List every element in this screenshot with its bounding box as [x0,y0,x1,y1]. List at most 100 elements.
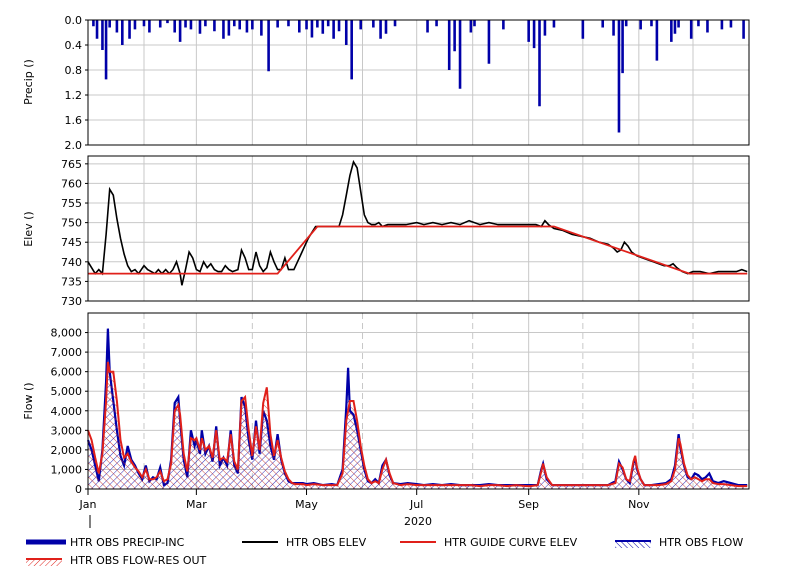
precip-bar [742,20,745,39]
precip-bar [344,20,348,45]
precip-bar [178,20,182,42]
elev-y-axis-title: Elev () [22,211,35,246]
legend-label: HTR GUIDE CURVE ELEV [444,536,578,549]
precip-bar [538,20,541,107]
precip-bar [617,20,621,133]
precip-bar [601,20,605,28]
elev-line-htr-obs-elev [87,159,748,286]
elev-tick-label: 730 [61,295,82,308]
precip-bar [245,20,249,33]
elev-tick-label: 735 [61,275,82,288]
precip-bar [639,20,642,30]
precip-bar [321,20,325,34]
precip-bar [133,20,137,30]
precip-bar [213,20,216,32]
elev-panel: 730 735 740 745 750 755 760 765 Elev () [22,155,750,308]
precip-bar [337,20,341,32]
flow-tick-label: 8,000 [51,327,83,340]
elev-tick-label: 765 [61,158,82,171]
precip-tick-label: 1.6 [65,114,83,127]
precip-bar [158,20,162,28]
elev-tick-label: 740 [61,256,82,269]
elev-tick-label: 750 [61,217,82,230]
precip-bar [142,20,146,27]
flow-frame [87,312,750,490]
precip-bar [621,20,624,74]
elev-vertical-grid [143,156,694,301]
precip-bar [227,20,231,36]
precip-bar [204,20,207,27]
precip-bar [332,20,335,39]
elev-series [87,159,748,286]
elev-frame [87,155,750,302]
precip-bar [677,20,680,28]
precip-bar [706,20,709,33]
precip-bars [92,20,745,133]
x-axis-tick-label: Nov [628,498,650,511]
precip-bar [189,20,193,30]
flow-tick-label: 6,000 [51,366,83,379]
precip-bar [689,20,693,39]
precip-bar [316,20,319,28]
precip-bar [232,20,236,27]
precip-bar [487,20,491,64]
precip-tick-label: 0.8 [65,64,83,77]
elev-tick-label: 745 [61,236,82,249]
legend-item: HTR OBS PRECIP-INC [26,536,185,549]
precip-bar [372,20,375,28]
precip-bar [469,20,473,33]
flow-tick-label: 1,000 [51,463,83,476]
precip-bar [104,20,108,80]
legend-item: HTR OBS FLOW-RES OUT [26,554,207,567]
flow-tick-label: 4,000 [51,405,83,418]
flow-y-axis-title: Flow () [22,382,35,419]
precip-bar [729,20,733,28]
precip-bar [166,20,169,24]
precip-frame [87,19,750,146]
legend-swatch [26,560,62,566]
precip-bar [92,20,95,27]
flow-tick-label: 2,000 [51,444,83,457]
precip-bar [101,20,104,50]
precip-bar [527,20,530,42]
precip-bar [543,20,547,36]
precip-bar [720,20,724,30]
precip-bar [473,20,476,27]
precip-bar [222,20,225,39]
elev-y-ticks: 730 735 740 745 750 755 760 765 [61,158,88,308]
precip-bar [655,20,659,61]
precip-bar [173,20,176,33]
precip-panel: 0.0 0.4 0.8 1.2 1.6 2.0 Precip () [22,14,750,152]
precip-bar [612,20,615,36]
precip-bar [184,20,187,28]
precip-bar [287,20,290,27]
precip-bar [435,20,438,27]
flow-tick-label: 5,000 [51,385,83,398]
precip-tick-label: 0.4 [65,39,83,52]
precip-bar [552,20,556,28]
precip-vertical-grid [143,20,694,145]
precip-bar [350,20,353,80]
precip-bar [502,20,505,30]
precip-bar [650,20,653,27]
elev-tick-label: 760 [61,177,82,190]
flow-vertical-grid [143,313,694,489]
legend-label: HTR OBS FLOW-RES OUT [70,554,207,567]
precip-bar [426,20,429,33]
flow-tick-label: 0 [75,483,82,496]
flow-series [86,328,748,489]
precip-bar [298,20,301,33]
precip-bar [108,20,111,28]
precip-bar [581,20,585,39]
legend-label: HTR OBS ELEV [286,536,367,549]
precip-bar [359,20,363,30]
flow-area-htr-obs-flow-res-out [88,361,748,489]
x-axis-tick-label: Sep [518,498,539,511]
x-axis-tick-label: Jan [79,498,97,511]
precip-bar [379,20,382,39]
precip-bar [453,20,456,52]
precip-bar [115,20,119,33]
precip-y-axis-title: Precip () [22,59,35,105]
precip-bar [267,20,270,72]
